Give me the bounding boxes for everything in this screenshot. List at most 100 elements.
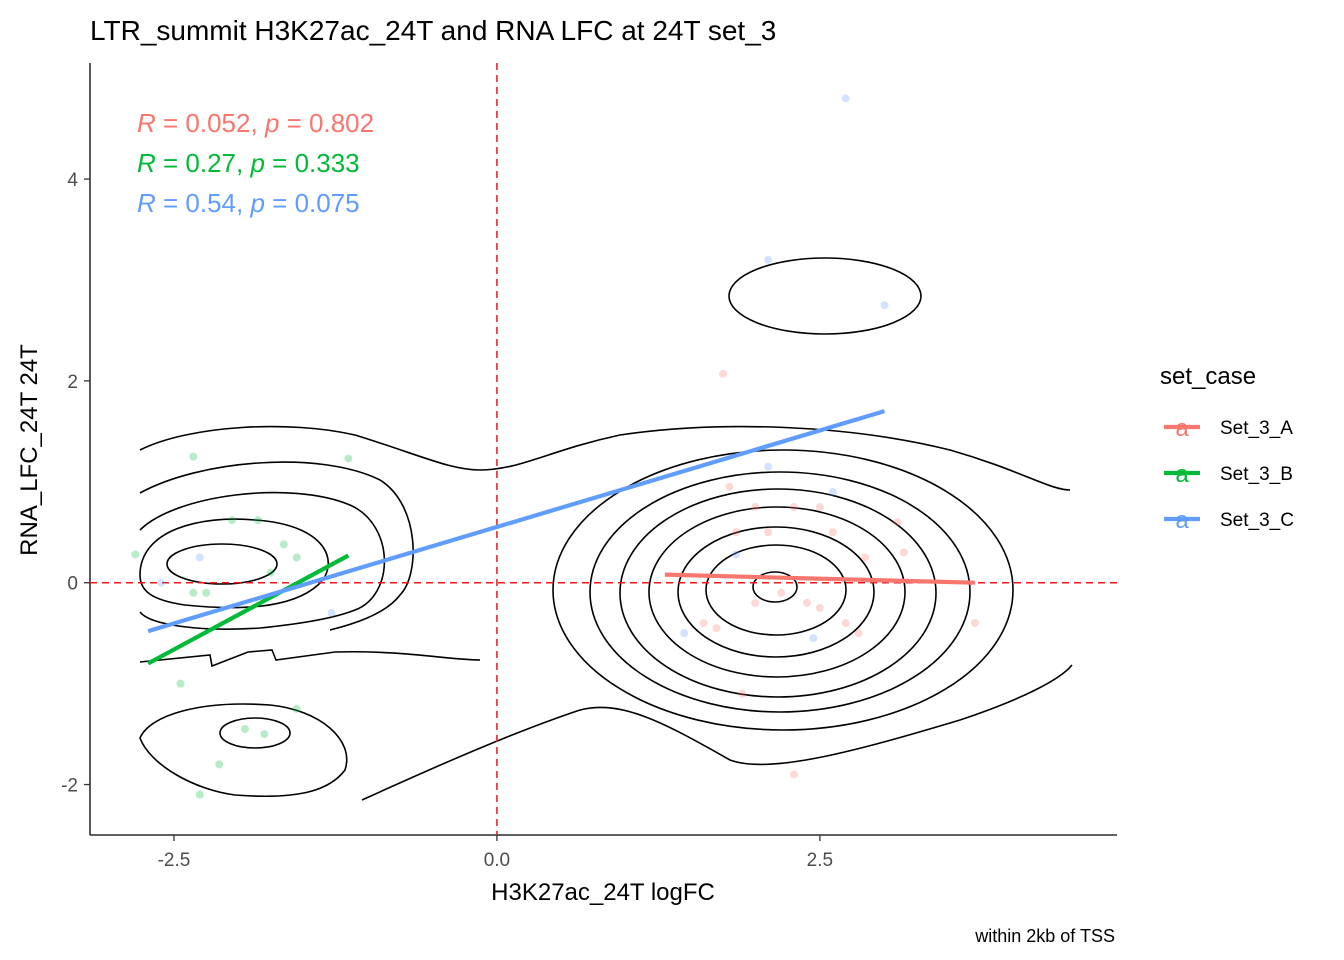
correlation-stats: R = 0.052, p = 0.802 R = 0.27, p = 0.333 R… [137, 108, 374, 218]
point-set-3-a [790, 503, 799, 512]
point-set-3-c [680, 629, 689, 638]
point-set-3-a [899, 548, 908, 557]
contour-right-5 [619, 488, 937, 698]
point-set-3-b [202, 588, 211, 597]
legend-item-set-3-a: a Set_3_A [1164, 415, 1293, 442]
point-set-3-a [751, 503, 760, 512]
contour-large [139, 425, 1071, 491]
x-axis-ticks: -2.5 0.0 2.5 [158, 835, 833, 871]
point-set-3-a [731, 528, 740, 537]
point-set-3-b [189, 452, 198, 461]
point-set-3-c [880, 301, 889, 310]
legend-key-glyph: a [1175, 415, 1189, 442]
chart-title: LTR_summit H3K27ac_24T and RNA LFC at 24… [90, 15, 776, 46]
contour-right-4 [648, 506, 906, 678]
legend: set_case a Set_3_Aa Set_3_Ba Set_3_C [1160, 363, 1294, 534]
point-set-3-a [790, 770, 799, 779]
contour-bottom [361, 664, 1073, 801]
point-set-3-c [327, 608, 336, 617]
point-set-3-c [764, 462, 773, 471]
regression-lines [147, 409, 975, 666]
contour-right-7 [552, 449, 1014, 731]
point-set-3-a [699, 619, 708, 628]
point-set-3-b [266, 568, 275, 577]
contour-right-2 [705, 544, 847, 636]
legend-label: Set_3_A [1220, 418, 1293, 439]
point-set-3-b [292, 553, 301, 562]
contour-right-3 [677, 526, 875, 658]
point-set-3-c [809, 634, 818, 643]
point-set-3-b [195, 790, 204, 799]
contour-top-right [728, 257, 922, 335]
contour-outer [139, 703, 348, 798]
stat-label-set-3-b: R = 0.27, p = 0.333 [137, 148, 360, 178]
point-set-3-c [195, 553, 204, 562]
point-set-3-b [189, 588, 198, 597]
stat-label-set-3-a: R = 0.052, p = 0.802 [137, 108, 374, 138]
legend-key-glyph: a [1175, 461, 1189, 488]
point-set-3-c [841, 94, 850, 103]
point-set-3-b [241, 725, 250, 734]
point-set-3-a [777, 588, 786, 597]
point-set-3-a [751, 598, 760, 607]
point-set-3-b [176, 679, 185, 688]
legend-label: Set_3_C [1220, 510, 1294, 531]
point-set-3-c [828, 487, 837, 496]
point-set-3-a [738, 689, 747, 698]
point-set-3-a [970, 619, 979, 628]
point-set-3-b [344, 454, 353, 463]
x-tick-label: -2.5 [158, 850, 191, 871]
x-axis-title: H3K27ac_24T logFC [491, 879, 715, 906]
point-set-3-a [841, 619, 850, 628]
legend-item-set-3-b: a Set_3_B [1164, 461, 1293, 488]
legend-items: a Set_3_Aa Set_3_Ba Set_3_C [1164, 415, 1294, 534]
data-points [131, 94, 979, 799]
point-set-3-b [279, 540, 288, 549]
legend-label: Set_3_B [1220, 464, 1293, 485]
contour-right-6 [589, 471, 971, 713]
fit-line-set-3-b [147, 553, 350, 666]
point-set-3-a [725, 482, 734, 491]
y-tick-label: 4 [67, 170, 78, 191]
point-set-3-a [764, 528, 773, 537]
contour-left-4 [139, 461, 414, 631]
x-tick-label: 0.0 [484, 850, 510, 871]
point-set-3-b [131, 550, 140, 559]
y-axis-title: RNA_LFC_24T 24T [16, 344, 43, 556]
legend-title: set_case [1160, 363, 1256, 390]
y-tick-label: 2 [67, 372, 78, 393]
point-set-3-a [861, 553, 870, 562]
fit-line-set-3-a [664, 572, 975, 585]
point-set-3-a [718, 369, 727, 378]
y-tick-label: 0 [67, 574, 78, 595]
contour-lower-left [139, 649, 481, 668]
point-set-3-b [253, 516, 262, 525]
legend-key-glyph: a [1175, 507, 1189, 534]
point-set-3-a [893, 518, 902, 527]
point-set-3-a [712, 624, 721, 633]
point-set-3-a [828, 528, 837, 537]
stat-label-set-3-c: R = 0.54, p = 0.075 [137, 188, 360, 218]
point-set-3-b [260, 730, 269, 739]
contour-right-1 [752, 571, 798, 603]
point-set-3-b [215, 760, 224, 769]
x-tick-label: 2.5 [807, 850, 833, 871]
point-set-3-a [802, 598, 811, 607]
point-set-3-b [228, 516, 237, 525]
point-set-3-a [815, 603, 824, 612]
point-set-3-b [292, 704, 301, 713]
legend-item-set-3-c: a Set_3_C [1164, 507, 1294, 534]
contour-left-inner [166, 543, 278, 585]
y-tick-label: -2 [61, 776, 78, 797]
point-set-3-a [854, 629, 863, 638]
caption: within 2kb of TSS [974, 926, 1115, 946]
contour-left-lower [219, 717, 291, 749]
point-set-3-c [764, 255, 773, 264]
point-set-3-a [815, 503, 824, 512]
point-set-3-c [157, 578, 166, 587]
point-set-3-c [731, 550, 740, 559]
fit-line-set-3-c [147, 409, 886, 634]
